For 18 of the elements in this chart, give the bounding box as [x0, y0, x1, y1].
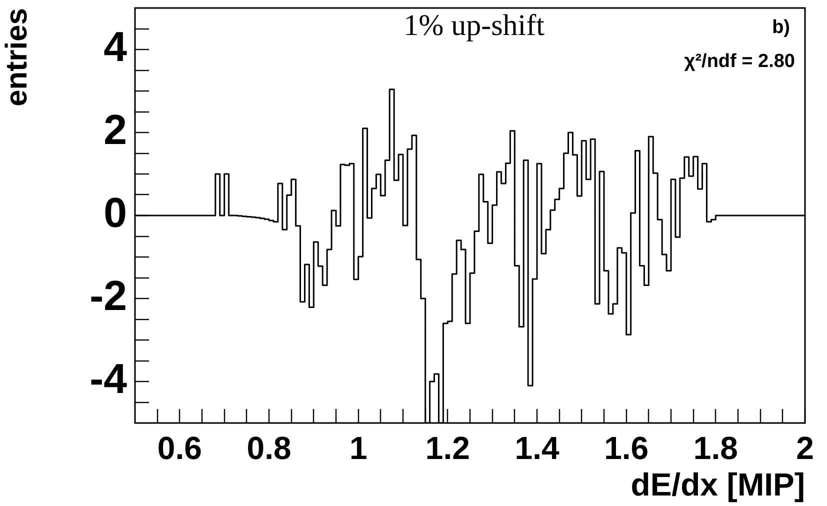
- y-tick-label: 4: [104, 23, 128, 70]
- x-tick-label: 1.4: [514, 430, 560, 466]
- chart-title: 1% up-shift: [404, 8, 546, 42]
- x-axis-title: dE/dx [MIP]: [630, 466, 805, 503]
- annotation: b): [772, 17, 790, 38]
- y-tick-label: 2: [104, 106, 127, 154]
- x-tick-label: 1.8: [693, 430, 738, 466]
- annotation: χ²/ndf = 2.80: [684, 51, 795, 72]
- x-tick-label: 1.6: [604, 430, 649, 466]
- y-tick-label: -4: [90, 355, 128, 402]
- y-tick-label: -2: [90, 272, 127, 320]
- y-tick-label: 0: [104, 189, 127, 236]
- x-tick-label: 0.6: [157, 430, 202, 466]
- x-tick-label: 2: [796, 430, 814, 466]
- y-axis-title: entries: [0, 8, 34, 106]
- x-tick-label: 1: [349, 430, 368, 466]
- x-tick-label: 1.2: [425, 430, 470, 466]
- x-tick-label: 0.8: [246, 430, 292, 466]
